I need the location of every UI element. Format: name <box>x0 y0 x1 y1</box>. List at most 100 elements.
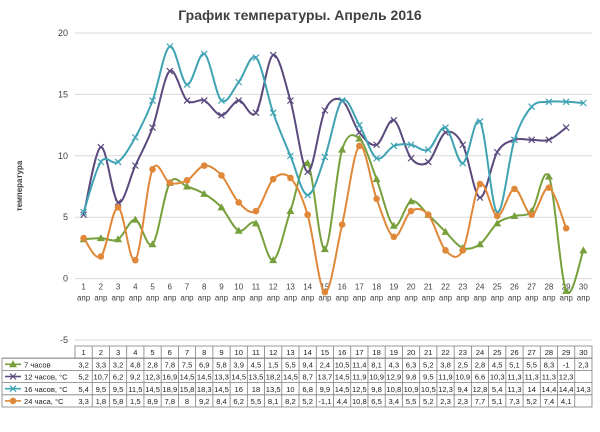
table-cell: 9,2 <box>130 373 141 382</box>
x-tick-unit: апр <box>387 294 401 303</box>
table-cell: 5,2 <box>78 373 89 382</box>
data-point <box>510 211 519 219</box>
table-cell: 14,3 <box>576 385 591 394</box>
x-tick-unit: апр <box>198 294 212 303</box>
x-tick-unit: апр <box>249 294 263 303</box>
table-cell: 8,1 <box>371 360 382 369</box>
y-tick-label: 15 <box>58 89 68 99</box>
x-tick-label: 3 <box>116 283 121 292</box>
x-tick-unit: апр <box>456 294 470 303</box>
data-point <box>269 109 277 117</box>
x-tick-unit: апр <box>370 294 384 303</box>
data-point <box>511 136 518 144</box>
data-point <box>321 153 329 161</box>
x-tick-label: 10 <box>234 283 243 292</box>
table-cell: 10,5 <box>335 360 350 369</box>
series-path <box>82 54 567 215</box>
table-cell: 6,9 <box>199 360 210 369</box>
table-header-cell: 14 <box>303 348 311 357</box>
table-cell: 5,5 <box>406 397 417 406</box>
table-cell: 7,5 <box>182 360 193 369</box>
table-cell: 16 <box>234 385 242 394</box>
x-tick-unit: апр <box>163 294 177 303</box>
series-line <box>80 142 570 296</box>
data-point <box>373 195 380 203</box>
data-point <box>338 145 347 153</box>
table-header-cell: 29 <box>562 348 570 357</box>
table-cell: 12,3 <box>438 385 453 394</box>
table-cell: 1,5 <box>268 360 279 369</box>
data-point <box>269 256 278 264</box>
table-cell: 5,1 <box>509 360 520 369</box>
table-cell: 10,3 <box>490 373 505 382</box>
table-cell: 13,5 <box>249 373 264 382</box>
table-cell: 11,3 <box>507 373 521 382</box>
table-header-cell: 27 <box>527 348 535 357</box>
x-tick-label: 19 <box>389 283 398 292</box>
x-tick-label: 23 <box>458 283 467 292</box>
series-lines <box>79 43 588 296</box>
x-tick-label: 1 <box>81 283 86 292</box>
data-point <box>235 199 243 206</box>
x-tick-unit: апр <box>508 294 522 303</box>
table-cell: 8,1 <box>268 397 279 406</box>
table-cell: 5,4 <box>492 385 503 394</box>
table-cell: 4,8 <box>130 360 141 369</box>
y-tick-label: 0 <box>63 274 68 284</box>
data-point <box>424 158 432 166</box>
x-tick-unit: апр <box>129 294 143 303</box>
data-point <box>390 233 398 241</box>
table-header-cell: 7 <box>185 348 189 357</box>
data-point <box>96 234 105 242</box>
table-cell: 9,4 <box>457 385 468 394</box>
data-point <box>407 197 416 205</box>
table-cell: 3,9 <box>233 360 244 369</box>
table-cell: 5,5 <box>285 360 296 369</box>
data-point <box>183 177 191 184</box>
data-point <box>97 253 105 260</box>
table-cell: 5,8 <box>113 397 124 406</box>
table-header-cell: 5 <box>150 348 154 357</box>
data-point <box>286 97 294 104</box>
x-tick-unit: апр <box>180 294 194 303</box>
table-cell: 1,8 <box>96 397 107 406</box>
y-tick-label: 5 <box>63 212 68 222</box>
table-header-cell: 16 <box>338 348 346 357</box>
table-cell: 11,3 <box>542 373 556 382</box>
data-point <box>562 224 570 232</box>
table-cell: 3,2 <box>78 360 89 369</box>
table-cell: 2,3 <box>578 360 589 369</box>
table-cell: 11,9 <box>352 373 366 382</box>
table-cell: 3,3 <box>78 397 89 406</box>
table-cell: 5,4 <box>78 385 89 394</box>
table-cell: 9,8 <box>406 373 417 382</box>
data-point <box>304 191 312 199</box>
table-cell: 14 <box>527 385 535 394</box>
x-tick-label: 5 <box>150 283 155 292</box>
x-tick-unit: апр <box>284 294 298 303</box>
table-cell: 7,8 <box>165 360 176 369</box>
table-header-cell: 20 <box>407 348 415 357</box>
data-point <box>355 121 363 129</box>
legend-label: 12 часов, °С <box>24 373 68 382</box>
x-tick-label: 25 <box>493 283 502 292</box>
x-tick-label: 21 <box>424 283 433 292</box>
data-point <box>200 50 208 58</box>
data-point <box>166 43 174 50</box>
data-point <box>528 103 536 111</box>
data-point <box>475 240 484 248</box>
table-cell: 3,4 <box>389 397 400 406</box>
table-cell: 10 <box>286 385 294 394</box>
data-point <box>235 78 243 86</box>
table-cell: 9,2 <box>199 397 210 406</box>
table-cell: 14,5 <box>145 385 160 394</box>
table-header-cell: 23 <box>459 348 467 357</box>
table-cell: 14,4 <box>559 385 574 394</box>
table-header-cell: 18 <box>372 348 380 357</box>
data-point <box>149 166 156 173</box>
x-tick-labels: 1 апр 2 апр 3 апр 4 апр 5 апр 6 апр 7 апр 8 апр 9 апр 10 ап… <box>77 283 591 303</box>
data-point <box>131 133 139 141</box>
data-point <box>476 117 484 125</box>
x-tick-label: 7 <box>185 283 190 292</box>
data-point <box>166 67 174 75</box>
